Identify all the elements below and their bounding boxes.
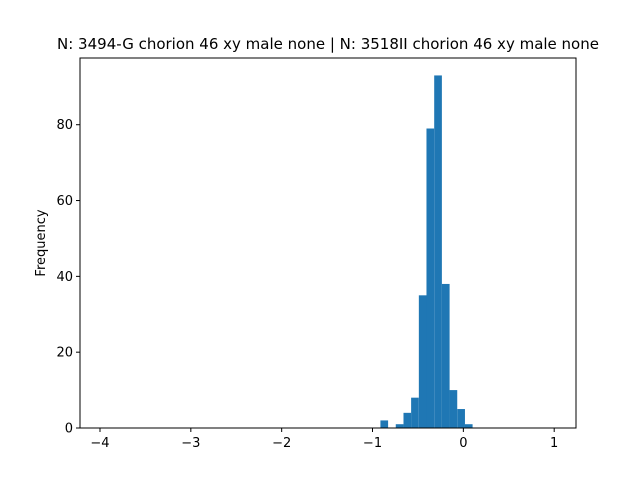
- histogram-bar-5: [426, 128, 435, 428]
- histogram-bar-0: [380, 420, 389, 428]
- histogram-bar-8: [449, 390, 458, 428]
- y-tick-label-0: 0: [65, 422, 73, 437]
- y-tick-label-4: 80: [56, 118, 73, 133]
- chart-title: N: 3494-G chorion 46 xy male none | N: 3…: [57, 35, 599, 53]
- histogram-bar-3: [411, 397, 419, 428]
- histogram-bar-7: [441, 283, 450, 428]
- histogram-bar-4: [418, 295, 427, 428]
- x-tick-label-0: −4: [90, 436, 109, 451]
- histogram-bar-6: [434, 75, 442, 428]
- y-axis: 0 20 40 60 80: [56, 118, 80, 437]
- y-tick-label-2: 40: [56, 270, 73, 285]
- x-tick-label-4: 0: [459, 436, 467, 451]
- bars-group: [380, 75, 473, 428]
- histogram-bar-1: [395, 424, 404, 428]
- x-tick-label-2: −2: [272, 436, 291, 451]
- plot-frame: [79, 57, 577, 429]
- x-tick-label-1: −3: [181, 436, 200, 451]
- y-axis-label: Frequency: [34, 209, 49, 276]
- x-axis: −4 −3 −2 −1 0 1: [90, 428, 558, 451]
- histogram-bar-9: [457, 409, 465, 428]
- histogram-bar-2: [403, 412, 412, 428]
- x-tick-label-5: 1: [550, 436, 558, 451]
- y-tick-label-1: 20: [56, 346, 73, 361]
- x-tick-label-3: −1: [363, 436, 382, 451]
- y-tick-label-3: 60: [56, 194, 73, 209]
- histogram-bar-10: [464, 424, 473, 428]
